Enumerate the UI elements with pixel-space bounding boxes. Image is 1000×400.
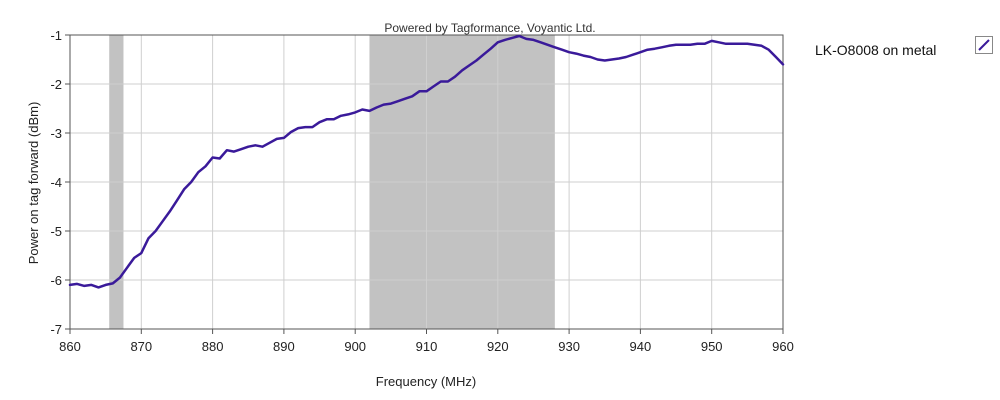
x-tick-label: 920 xyxy=(487,339,509,354)
y-tick-label: -1 xyxy=(50,28,62,43)
x-tick-label: 890 xyxy=(273,339,295,354)
x-tick-label: 950 xyxy=(701,339,723,354)
watermark-text: Powered by Tagformance, Voyantic Ltd. xyxy=(384,21,595,35)
y-axis-title: Power on tag forward (dBm) xyxy=(26,102,41,265)
y-tick-label: -7 xyxy=(50,322,62,337)
series-layer xyxy=(68,34,785,289)
x-axis-ticks: 860 870 880 890 900 910 920 930 940 950 960 xyxy=(59,329,794,354)
y-tick-label: -2 xyxy=(50,77,62,92)
x-tick-label: 930 xyxy=(558,339,580,354)
series-line-0 xyxy=(68,34,785,289)
legend-swatch xyxy=(975,36,993,54)
x-tick-label: 870 xyxy=(130,339,152,354)
y-tick-label: -5 xyxy=(50,224,62,239)
y-axis-ticks: -1 -2 -3 -4 -5 -6 -7 xyxy=(50,28,70,337)
x-tick-label: 940 xyxy=(630,339,652,354)
x-tick-label: 900 xyxy=(344,339,366,354)
x-tick-label: 960 xyxy=(772,339,794,354)
x-tick-label: 880 xyxy=(202,339,224,354)
y-tick-label: -6 xyxy=(50,273,62,288)
x-tick-label: 860 xyxy=(59,339,81,354)
x-axis-title: Frequency (MHz) xyxy=(376,374,476,389)
legend-label: LK-O8008 on metal xyxy=(815,42,937,58)
legend: LK-O8008 on metal xyxy=(815,36,995,66)
legend-line-icon xyxy=(978,39,990,51)
y-tick-label: -4 xyxy=(50,175,62,190)
y-tick-label: -3 xyxy=(50,126,62,141)
x-tick-label: 910 xyxy=(416,339,438,354)
grid-lines xyxy=(69,34,784,330)
